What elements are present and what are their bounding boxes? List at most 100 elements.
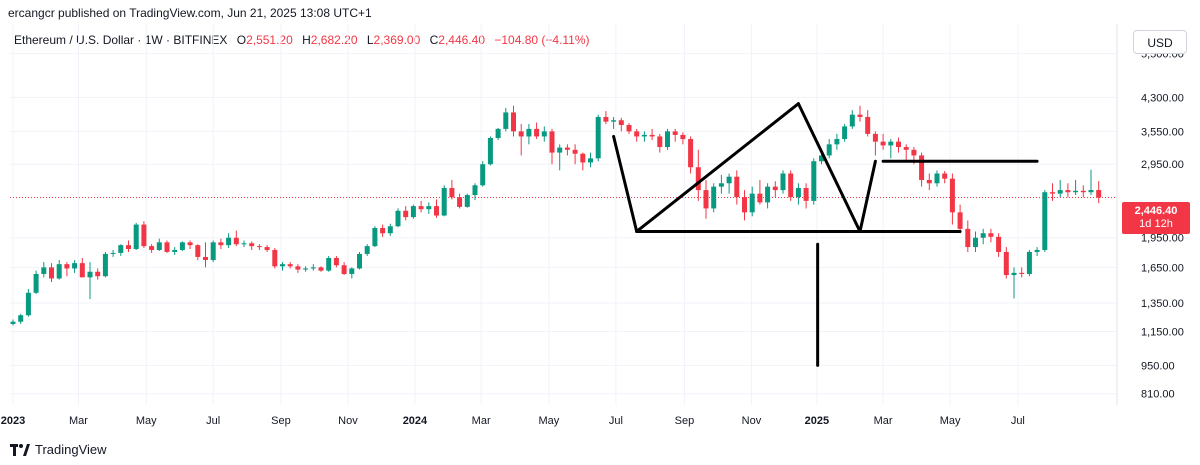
candle [495,127,501,141]
candle-body [126,245,131,250]
candle-body [395,210,401,227]
candle-body [803,188,809,201]
candle [1050,183,1055,201]
candle [896,137,901,153]
candle [1088,169,1094,196]
candles [10,105,1102,326]
candle-body [626,124,632,132]
candle [280,262,285,271]
candle-body [965,228,971,248]
candle [942,170,948,184]
candle [503,107,509,132]
candle [865,110,871,137]
candle-body [480,164,486,186]
candle-body [33,273,39,293]
candle-body [680,134,686,140]
candle [457,193,463,209]
candle-body [980,233,986,238]
candle [834,133,840,150]
brand-name: TradingView [35,442,107,457]
candle [33,270,39,295]
candle [126,240,131,252]
candle-body [795,188,801,198]
candle-body [957,212,963,229]
drawn-trend-line[interactable] [635,102,800,233]
candle [641,131,647,142]
y-tick-label: 2,950.00 [1141,159,1184,171]
candle-body [834,139,840,145]
candle [695,149,701,201]
candle [1080,185,1086,198]
candle [233,230,239,247]
y-tick-label: 1,650.00 [1141,262,1184,274]
candle [588,152,593,168]
candle [718,174,724,194]
x-tick-label: 2024 [403,415,428,427]
y-tick-label: 3,550.00 [1141,126,1184,138]
candle-body [149,246,155,250]
candle-body [688,139,694,168]
candle [149,244,155,253]
candle [688,136,694,174]
candle-body [64,264,70,269]
candle [726,173,732,194]
candle [880,133,886,150]
candle-body [595,116,601,159]
candle [657,133,663,153]
candle-body [457,197,463,207]
candle [803,183,809,209]
candle [1011,267,1017,299]
candle-body [156,242,162,250]
candle-body [865,116,871,134]
candle-body [418,206,424,210]
candle [156,238,162,251]
candle [364,244,370,256]
candle-body [226,237,232,246]
candle-body [387,226,393,234]
candle-body [287,264,293,267]
symbol-name[interactable]: Ethereum / U.S. Dollar · 1W · BITFINEX [14,33,228,47]
candle-body [10,321,16,324]
candle [172,247,178,255]
candle [264,245,270,252]
candle-body [780,173,786,191]
candle-body [819,155,824,162]
x-tick-label: Mar [69,415,88,427]
candle-body [179,242,185,250]
candle [1073,179,1079,196]
candle [403,206,409,221]
candle-body [618,120,624,125]
candle [996,233,1002,257]
drawn-trend-line[interactable] [796,102,862,233]
candle [1042,190,1048,252]
candle-body [272,249,278,267]
currency-button[interactable]: USD [1133,30,1187,54]
candle [618,117,624,132]
candle-body [711,186,717,209]
time-axis: 2023 Mar May Jul Sep Nov 2024 Mar May Jul Sep Nov 20… [1,415,1025,427]
candle [957,204,963,234]
drawn-trend-line[interactable] [858,159,877,233]
candle-body [973,237,978,248]
x-tick-label: May [940,415,961,427]
candle-body [380,227,386,234]
candle-body [172,249,178,252]
candle-body [765,186,771,203]
candle [1034,247,1040,256]
candle [380,224,386,237]
candle-body [310,267,316,269]
candle-body [1073,190,1079,193]
candle [241,240,247,248]
y-tick-label: 1,350.00 [1141,298,1184,310]
candle-body [1003,251,1009,276]
candle [118,244,124,256]
candle-body [72,263,78,269]
tradingview-logo[interactable]: TradingView [10,442,107,457]
candle-body [495,128,501,138]
drawn-trend-line[interactable] [612,134,639,233]
x-tick-label: Sep [271,415,291,427]
candle [1003,247,1009,279]
candle-body [788,173,794,198]
candle-body [734,176,740,198]
